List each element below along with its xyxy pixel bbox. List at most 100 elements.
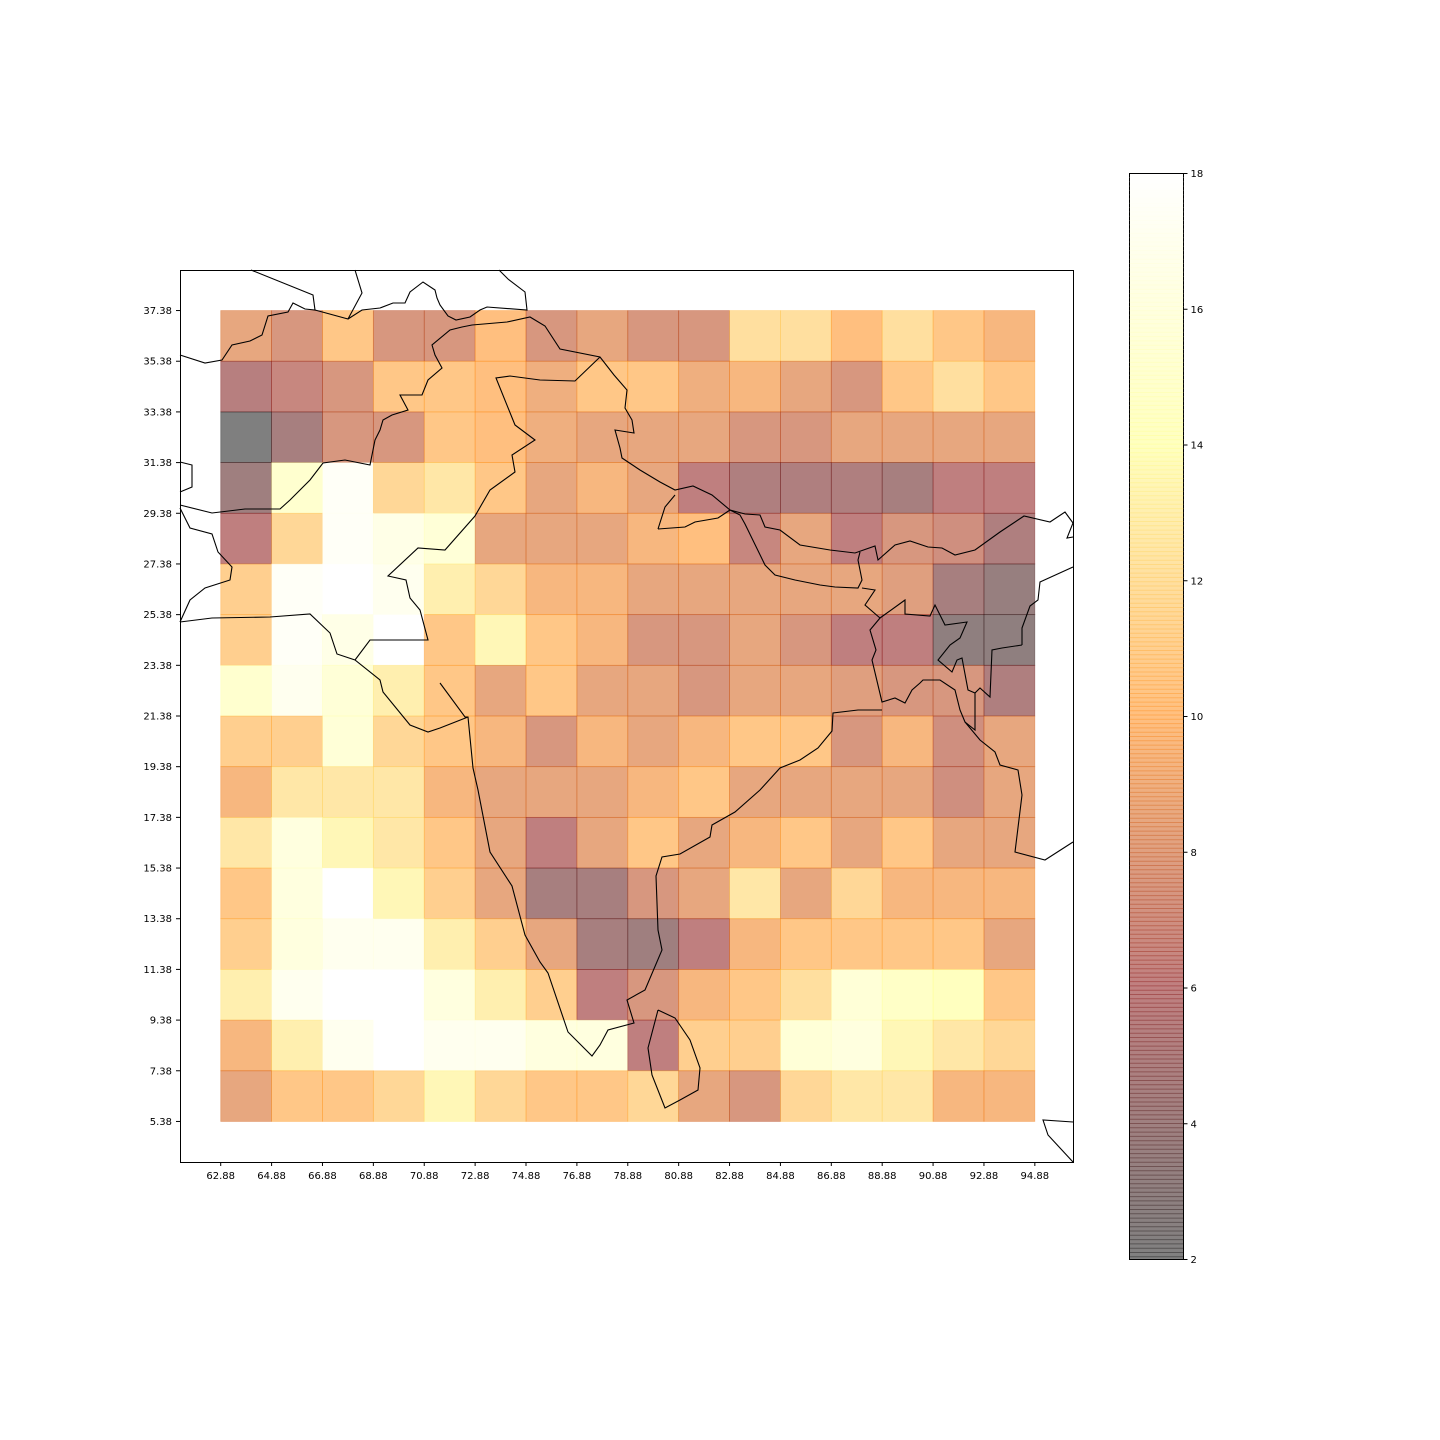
heatmap-cell <box>932 1019 985 1072</box>
heatmap-cell <box>881 816 934 869</box>
heatmap-cell <box>729 310 781 362</box>
heatmap-cell <box>474 1070 527 1122</box>
heatmap-cell <box>881 614 934 666</box>
heatmap-cell <box>576 614 629 666</box>
heatmap-cell <box>830 867 883 920</box>
heatmap-cell <box>372 766 425 818</box>
heatmap-cell <box>525 360 578 413</box>
heatmap-cell <box>322 512 374 565</box>
y-tick-label: 15.38 <box>143 864 172 875</box>
heatmap-cell <box>322 462 374 514</box>
heatmap-cell <box>983 360 1036 413</box>
x-tick-label: 88.88 <box>868 1171 897 1182</box>
heatmap-cell <box>576 816 629 869</box>
heatmap-cell <box>576 715 629 768</box>
heatmap-cell <box>729 360 781 413</box>
heatmap-cell <box>525 664 578 717</box>
y-tick-label: 19.38 <box>143 762 172 773</box>
y-tick-label: 9.38 <box>150 1016 172 1027</box>
heatmap-cell <box>678 766 730 818</box>
heatmap-cell <box>372 1019 425 1072</box>
heatmap-cell <box>322 563 374 616</box>
heatmap-cell <box>423 411 476 463</box>
heatmap-cell <box>983 766 1036 818</box>
heatmap-cell <box>525 1070 578 1122</box>
x-tick-label: 82.88 <box>715 1171 744 1182</box>
heatmap-cell <box>627 614 680 666</box>
x-tick-label: 90.88 <box>919 1171 948 1182</box>
heatmap-cell <box>881 360 934 413</box>
heatmap-cell <box>932 614 985 666</box>
heatmap-cell <box>271 310 323 362</box>
x-tick-label: 78.88 <box>613 1171 642 1182</box>
heatmap-cell <box>881 563 934 616</box>
heatmap-cell <box>830 563 883 616</box>
x-tick-label: 68.88 <box>359 1171 388 1182</box>
heatmap-cell <box>932 1070 985 1122</box>
heatmap-cell <box>372 512 425 565</box>
heatmap-cell <box>525 411 578 463</box>
heatmap-cell <box>830 715 883 768</box>
heatmap-cell <box>322 1019 374 1072</box>
heatmap-cell <box>271 411 323 463</box>
x-tick-label: 64.88 <box>257 1171 286 1182</box>
heatmap-cell <box>780 462 832 514</box>
heatmap-cell <box>576 411 629 463</box>
heatmap-cell <box>322 766 374 818</box>
x-tick-label: 84.88 <box>766 1171 795 1182</box>
heatmap-cell <box>423 1019 476 1072</box>
heatmap-cell <box>271 664 323 717</box>
heatmap-cell <box>372 918 425 970</box>
heatmap-cell <box>576 918 629 970</box>
heatmap-cell <box>678 664 730 717</box>
heatmap-cell <box>474 867 527 920</box>
heatmap-cell <box>780 411 832 463</box>
heatmap-cell <box>881 867 934 920</box>
heatmap-cell <box>576 664 629 717</box>
heatmap-cell <box>729 867 781 920</box>
heatmap-cell <box>780 563 832 616</box>
y-tick-label: 5.38 <box>150 1117 172 1128</box>
heatmap-cell <box>423 715 476 768</box>
heatmap-cell <box>220 766 272 818</box>
heatmap-cell <box>678 614 730 666</box>
heatmap-cell <box>627 563 680 616</box>
heatmap-cell <box>678 310 730 362</box>
heatmap-cell <box>474 1019 527 1072</box>
heatmap-cell <box>983 614 1036 666</box>
heatmap-cell <box>678 867 730 920</box>
y-tick-label: 37.38 <box>143 306 172 317</box>
heatmap-cell <box>576 1019 629 1072</box>
heatmap-cell <box>423 867 476 920</box>
heatmap-cell <box>983 512 1036 565</box>
heatmap-cell <box>881 918 934 970</box>
heatmap-cell <box>881 1070 934 1122</box>
colorbar-tick-label: 8 <box>1191 848 1197 859</box>
heatmap-cell <box>678 360 730 413</box>
plot-frame <box>180 270 1074 1163</box>
y-tick-label: 11.38 <box>143 965 172 976</box>
heatmap-cell <box>678 1019 730 1072</box>
heatmap-cell <box>271 614 323 666</box>
heatmap-cell <box>932 816 985 869</box>
colorbar-tick-label: 6 <box>1191 984 1197 995</box>
heatmap-cell <box>525 512 578 565</box>
heatmap-cell <box>678 563 730 616</box>
heatmap-cell <box>220 816 272 869</box>
heatmap-cell <box>220 664 272 717</box>
heatmap-cell <box>423 816 476 869</box>
heatmap-cell <box>474 715 527 768</box>
colorbar-tick-label: 2 <box>1191 1255 1197 1266</box>
y-tick-label: 23.38 <box>143 661 172 672</box>
heatmap-cell <box>881 411 934 463</box>
y-tick-label: 7.38 <box>150 1066 172 1077</box>
heatmap-cell <box>729 462 781 514</box>
colorbar-tick-label: 16 <box>1191 305 1204 316</box>
heatmap-cell <box>627 310 680 362</box>
heatmap-cell <box>780 664 832 717</box>
heatmap-cell <box>830 1070 883 1122</box>
heatmap-cell <box>271 563 323 616</box>
heatmap-cell <box>983 1019 1036 1072</box>
heatmap-cell <box>372 411 425 463</box>
heatmap-cell <box>780 310 832 362</box>
